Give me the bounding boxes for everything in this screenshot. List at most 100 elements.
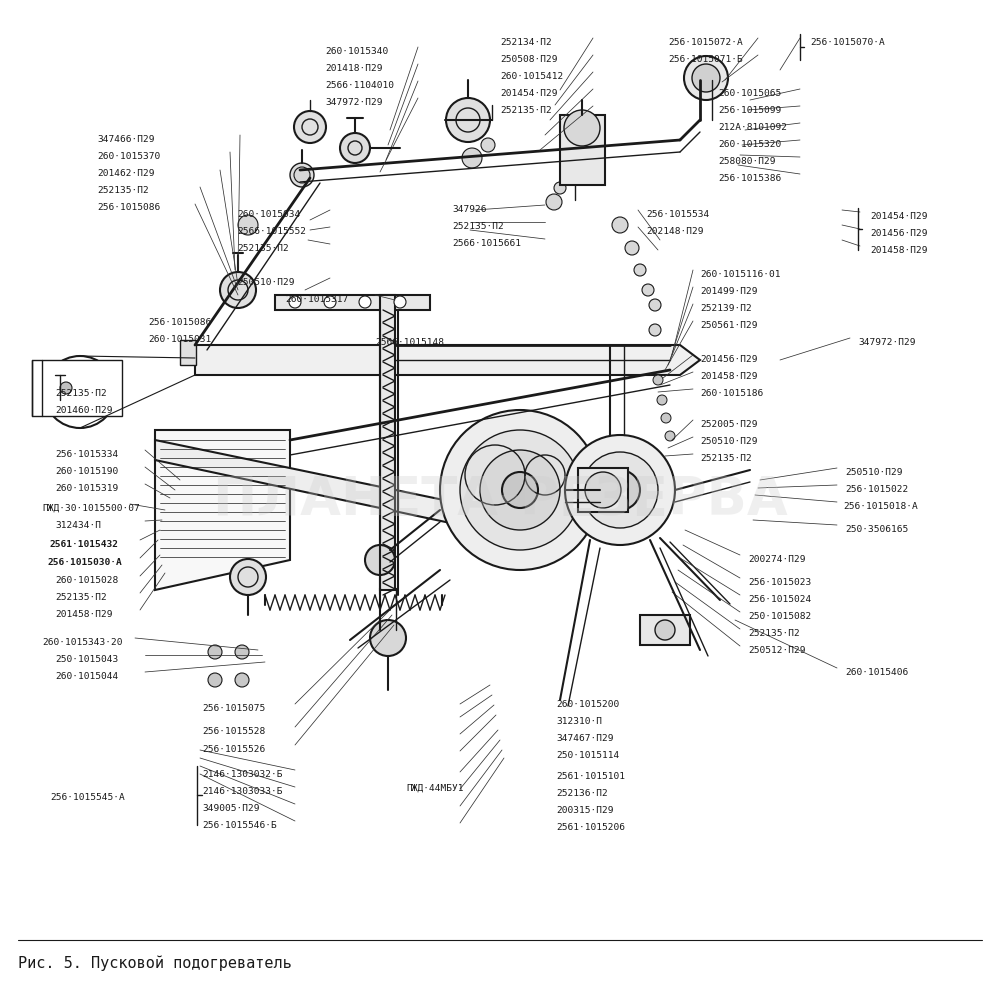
Circle shape — [546, 194, 562, 210]
Text: 260·1015320: 260·1015320 — [718, 140, 781, 149]
Text: 260·1015317: 260·1015317 — [285, 295, 348, 304]
Circle shape — [446, 98, 490, 142]
Text: 250·3506165: 250·3506165 — [845, 525, 908, 534]
Text: 201418·П29: 201418·П29 — [325, 64, 382, 73]
Text: 2146·1303032·Б: 2146·1303032·Б — [202, 770, 283, 779]
Text: 256·1015070·А: 256·1015070·А — [810, 38, 885, 47]
Polygon shape — [195, 345, 700, 375]
Circle shape — [661, 413, 671, 423]
Circle shape — [62, 374, 98, 410]
Circle shape — [72, 384, 88, 400]
Bar — [32, 360, 122, 416]
Circle shape — [564, 110, 600, 146]
Text: 201456·П29: 201456·П29 — [870, 229, 928, 238]
Circle shape — [324, 296, 336, 308]
Text: 200315·П29: 200315·П29 — [556, 806, 614, 815]
Text: 256·1015526: 256·1015526 — [202, 745, 265, 754]
Text: 201458·П29: 201458·П29 — [700, 372, 758, 381]
Text: 252135·П2: 252135·П2 — [748, 629, 800, 638]
Circle shape — [634, 264, 646, 276]
Circle shape — [460, 430, 580, 550]
Text: 2566·1015661: 2566·1015661 — [452, 239, 521, 248]
Text: 256·1015546·Б: 256·1015546·Б — [202, 821, 277, 830]
Text: 256·1015018·А: 256·1015018·А — [843, 502, 918, 511]
Circle shape — [692, 64, 720, 92]
Text: 252135·П2: 252135·П2 — [452, 222, 504, 231]
Circle shape — [359, 296, 371, 308]
Text: 256·1015099: 256·1015099 — [718, 106, 781, 115]
Text: 256·1015075: 256·1015075 — [202, 704, 265, 713]
Polygon shape — [155, 430, 290, 590]
Text: 256·1015534: 256·1015534 — [646, 210, 709, 219]
Circle shape — [655, 620, 675, 640]
Circle shape — [462, 148, 482, 168]
Text: 256·1015086: 256·1015086 — [148, 318, 211, 327]
Text: 252139·П2: 252139·П2 — [700, 304, 752, 313]
Text: 347467·П29: 347467·П29 — [556, 734, 614, 743]
Text: 260·1015186: 260·1015186 — [700, 389, 763, 398]
Text: 2561·1015432: 2561·1015432 — [50, 540, 119, 549]
Text: 260·1015065: 260·1015065 — [718, 89, 781, 98]
Text: 347972·П29: 347972·П29 — [858, 338, 916, 347]
Text: 256·1015030·А: 256·1015030·А — [47, 558, 122, 567]
Text: 256·1015071·Б: 256·1015071·Б — [668, 55, 743, 64]
Text: 260·1015028: 260·1015028 — [55, 576, 118, 585]
Text: 256·1015545·А: 256·1015545·А — [50, 793, 125, 802]
Text: 256·1015024: 256·1015024 — [748, 595, 811, 604]
Text: 201454·П29: 201454·П29 — [870, 212, 928, 221]
Text: 260·1015034: 260·1015034 — [237, 210, 300, 219]
Circle shape — [340, 133, 370, 163]
Circle shape — [480, 450, 560, 530]
Circle shape — [440, 410, 600, 570]
Circle shape — [625, 241, 639, 255]
Text: 250508·П29: 250508·П29 — [500, 55, 558, 64]
Polygon shape — [275, 295, 430, 310]
Bar — [560, 115, 605, 185]
Text: 212А·8101092: 212А·8101092 — [718, 123, 787, 132]
Text: 256·1015334: 256·1015334 — [55, 450, 118, 459]
Text: 312310·П: 312310·П — [556, 717, 602, 726]
Text: 2561·1015206: 2561·1015206 — [556, 823, 625, 832]
Text: 347926: 347926 — [452, 205, 486, 214]
Text: 260·1015116·01: 260·1015116·01 — [700, 270, 780, 279]
Text: 2566·1015552: 2566·1015552 — [237, 227, 306, 236]
Text: 256·1015386: 256·1015386 — [718, 174, 781, 183]
Circle shape — [290, 163, 314, 187]
Text: 250512·П29: 250512·П29 — [748, 646, 806, 655]
Text: 260·1015412: 260·1015412 — [500, 72, 563, 81]
Text: 260·1015406: 260·1015406 — [845, 668, 908, 677]
Bar — [578, 468, 628, 512]
Circle shape — [235, 645, 249, 659]
Circle shape — [612, 217, 628, 233]
Circle shape — [502, 472, 538, 508]
Circle shape — [352, 140, 368, 156]
Circle shape — [44, 356, 116, 428]
Text: 201460·П29: 201460·П29 — [55, 406, 112, 415]
Text: ПЖД·30·1015500·07: ПЖД·30·1015500·07 — [42, 504, 140, 513]
Circle shape — [208, 673, 222, 687]
Text: 347466·П29: 347466·П29 — [97, 135, 154, 144]
Text: 256·1015023: 256·1015023 — [748, 578, 811, 587]
Circle shape — [642, 284, 654, 296]
Text: 256·1015086: 256·1015086 — [97, 203, 160, 212]
Text: 252005·П29: 252005·П29 — [700, 420, 758, 429]
Circle shape — [294, 111, 326, 143]
Text: 201462·П29: 201462·П29 — [97, 169, 154, 178]
Text: 252135·П2: 252135·П2 — [237, 244, 289, 253]
Circle shape — [289, 296, 301, 308]
Polygon shape — [155, 440, 540, 540]
Circle shape — [60, 382, 72, 394]
Text: 260·1015370: 260·1015370 — [97, 152, 160, 161]
Text: 250510·П29: 250510·П29 — [845, 468, 902, 477]
Bar — [640, 615, 690, 645]
Text: 312434·П: 312434·П — [55, 521, 101, 530]
Text: 250510·П29: 250510·П29 — [700, 437, 758, 446]
Circle shape — [585, 472, 621, 508]
Polygon shape — [380, 295, 395, 590]
Text: 200274·П29: 200274·П29 — [748, 555, 806, 564]
Text: 252135·П2: 252135·П2 — [500, 106, 552, 115]
Text: ПЛАНЕТА-РЕЗЕРВА: ПЛАНЕТА-РЕЗЕРВА — [212, 474, 788, 526]
Circle shape — [208, 645, 222, 659]
Circle shape — [370, 620, 406, 656]
Text: 256·1015072·А: 256·1015072·А — [668, 38, 743, 47]
